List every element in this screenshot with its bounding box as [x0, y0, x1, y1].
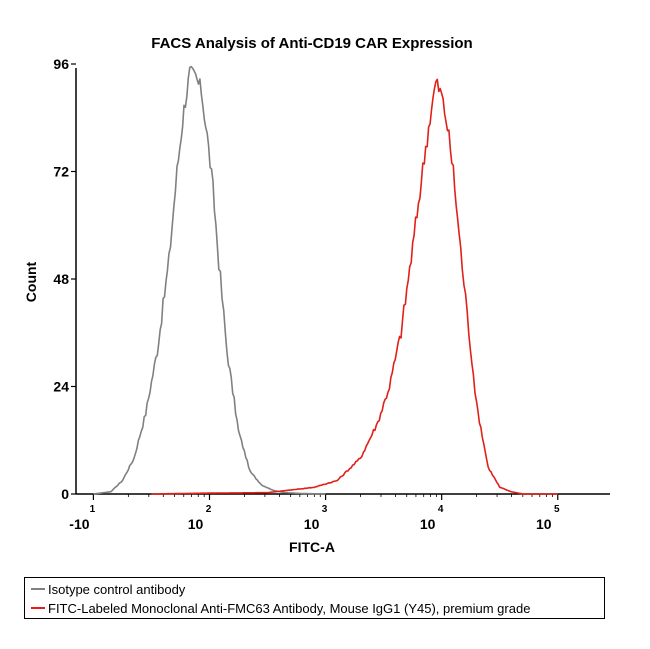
- x-tick-base: 10: [420, 516, 436, 532]
- y-tick-label: 48: [53, 271, 69, 287]
- x-tick-base: 10: [536, 516, 552, 532]
- legend-swatch-fitc: [31, 607, 45, 609]
- legend-item-isotype: Isotype control antibody: [31, 580, 185, 598]
- x-tick-exponent: 5: [554, 504, 560, 515]
- y-tick-label: 96: [53, 56, 69, 72]
- series-line-fitc-labeled: [151, 78, 558, 495]
- x-axis-label: FITC-A: [289, 539, 335, 555]
- x-tick-exponent: 1: [90, 504, 96, 515]
- facs-histogram-chart: FACS Analysis of Anti-CD19 CAR Expressio…: [23, 35, 610, 555]
- y-tick-label: 72: [53, 164, 69, 180]
- x-tick-base: 10: [304, 516, 320, 532]
- y-tick-label: 24: [53, 379, 69, 395]
- chart-title: FACS Analysis of Anti-CD19 CAR Expressio…: [151, 35, 472, 52]
- x-tick-exponent: 2: [206, 504, 212, 515]
- x-tick-base: 10: [188, 516, 204, 532]
- x-tick-exponent: 3: [322, 504, 328, 515]
- y-ticks: 0 24 48 72 96: [53, 56, 76, 502]
- legend-label-fitc: FITC-Labeled Monoclonal Anti-FMC63 Antib…: [48, 600, 531, 616]
- y-axis-label: Count: [23, 261, 39, 302]
- y-tick-label: 0: [61, 486, 69, 502]
- legend-swatch-isotype: [31, 588, 45, 590]
- legend: Isotype control antibody FITC-Labeled Mo…: [24, 577, 605, 619]
- x-tick-base: -10: [69, 516, 89, 532]
- legend-label-isotype: Isotype control antibody: [48, 581, 186, 597]
- x-tick-exponent: 4: [438, 504, 444, 515]
- series-line-isotype-control: [93, 65, 326, 495]
- legend-item-fitc: FITC-Labeled Monoclonal Anti-FMC63 Antib…: [31, 599, 530, 617]
